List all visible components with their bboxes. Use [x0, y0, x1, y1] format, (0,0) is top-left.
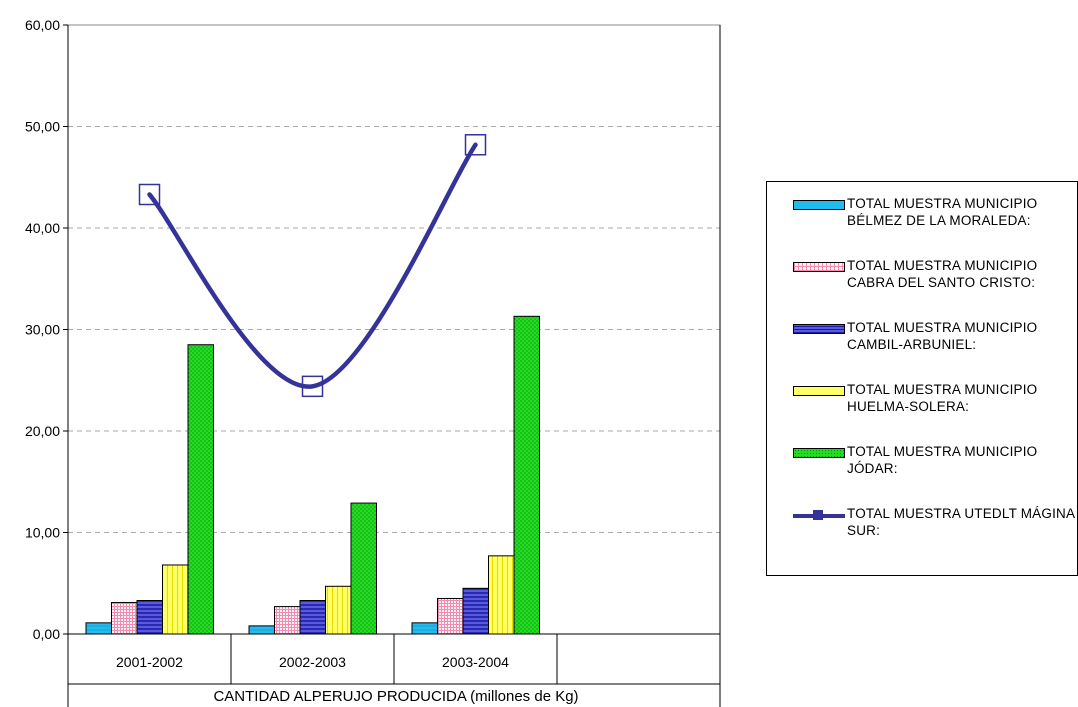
bar [85, 622, 112, 635]
x-tick-label: 2003-2004 [442, 654, 509, 670]
legend-item: TOTAL MUESTRA MUNICIPIO BÉLMEZ DE LA MOR… [767, 196, 1078, 247]
line-point-marker [301, 375, 324, 398]
x-tick-label: 2001-2002 [116, 654, 183, 670]
legend-swatch [793, 324, 845, 334]
legend-item: TOTAL MUESTRA MUNICIPIO CAMBIL-ARBUNIEL: [767, 320, 1078, 371]
legend: TOTAL MUESTRA MUNICIPIO BÉLMEZ DE LA MOR… [766, 181, 1078, 576]
bar [299, 600, 326, 635]
legend-swatch [793, 448, 845, 458]
y-tick-label: 20,00 [25, 423, 60, 439]
bar [488, 555, 515, 635]
y-tick-label: 60,00 [25, 17, 60, 33]
bar [437, 597, 464, 635]
legend-item: TOTAL MUESTRA MUNICIPIO HUELMA-SOLERA: [767, 382, 1078, 433]
line-series [138, 134, 487, 398]
y-tick-label: 10,00 [25, 525, 60, 541]
bar [111, 602, 138, 635]
legend-label: TOTAL MUESTRA MUNICIPIO HUELMA-SOLERA: [847, 382, 1038, 414]
legend-label: TOTAL MUESTRA MUNICIPIO BÉLMEZ DE LA MOR… [847, 196, 1038, 228]
bar [350, 502, 377, 635]
bar [274, 606, 301, 635]
y-tick-label: 0,00 [33, 626, 60, 642]
legend-line-marker [813, 510, 823, 520]
bar [513, 315, 540, 635]
series-line [147, 142, 478, 389]
bar [162, 564, 189, 635]
legend-item: TOTAL MUESTRA UTEDLT MÁGINA SUR: [767, 506, 1078, 557]
bar [187, 344, 214, 635]
line-point-marker [464, 134, 487, 156]
bars [85, 315, 540, 635]
y-tick-label: 30,00 [25, 322, 60, 338]
legend-swatch [793, 386, 845, 396]
legend-swatch [793, 262, 845, 272]
bar [462, 587, 489, 635]
axes [63, 24, 721, 707]
bar [411, 622, 438, 635]
y-tick-label: 40,00 [25, 220, 60, 236]
bar [136, 600, 163, 635]
gridlines [68, 126, 720, 533]
y-tick-label: 50,00 [25, 119, 60, 135]
legend-label: TOTAL MUESTRA MUNICIPIO CABRA DEL SANTO … [847, 258, 1038, 290]
legend-item: TOTAL MUESTRA MUNICIPIO JÓDAR: [767, 444, 1078, 495]
legend-label: TOTAL MUESTRA MUNICIPIO CAMBIL-ARBUNIEL: [847, 320, 1038, 352]
bar [325, 585, 352, 635]
bar [248, 625, 275, 635]
legend-label: TOTAL MUESTRA UTEDLT MÁGINA SUR: [847, 506, 1075, 538]
legend-label: TOTAL MUESTRA MUNICIPIO JÓDAR: [847, 444, 1038, 476]
x-axis-label: CANTIDAD ALPERUJO PRODUCIDA (millones de… [213, 688, 578, 705]
line-point-marker [138, 183, 161, 206]
legend-swatch [793, 200, 845, 210]
legend-item: TOTAL MUESTRA MUNICIPIO CABRA DEL SANTO … [767, 258, 1078, 309]
x-tick-label: 2002-2003 [279, 654, 346, 670]
tick-labels: 0,00 10,00 20,00 30,00 40,00 50,00 60,00 2001-2… [25, 17, 509, 670]
